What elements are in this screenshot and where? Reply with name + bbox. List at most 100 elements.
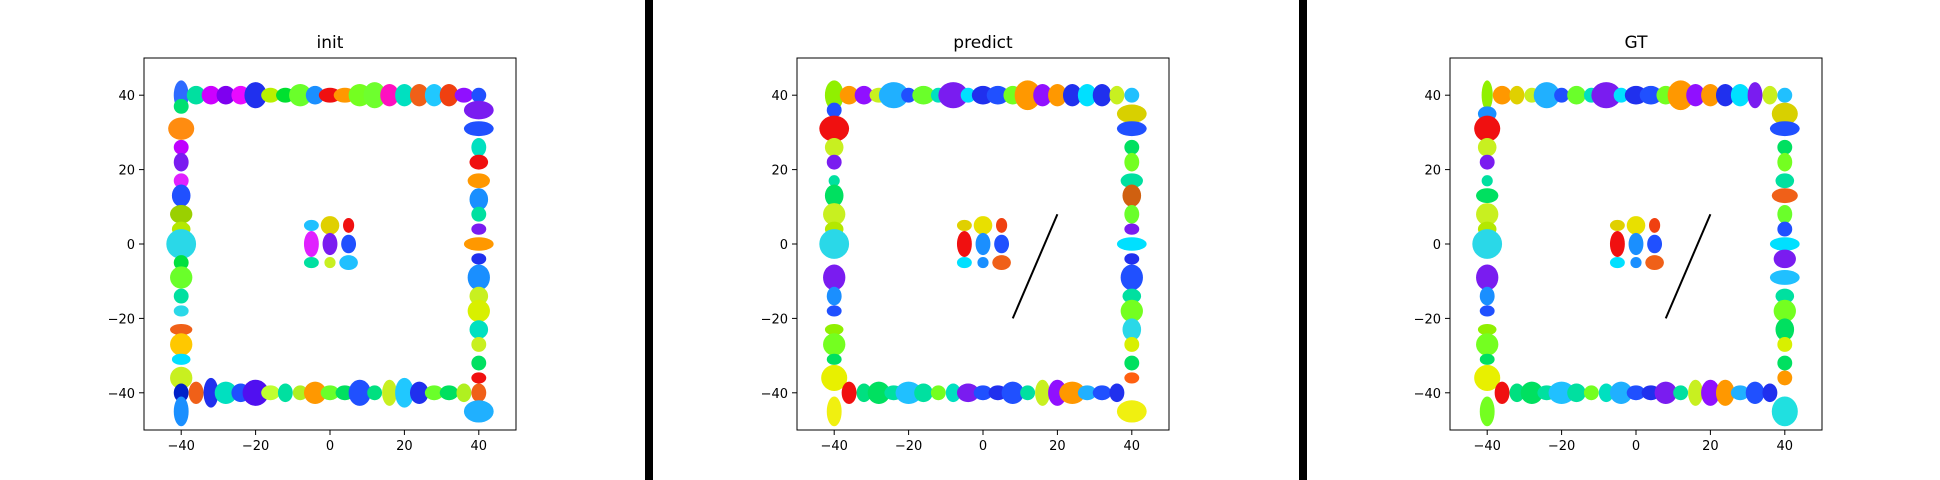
scatter-point-1 — [839, 85, 859, 105]
scatter-point-44 — [1583, 385, 1599, 401]
scatter-point-52 — [367, 385, 383, 401]
separator-bar-2 — [1299, 0, 1307, 480]
scatter-point-42 — [1548, 381, 1575, 404]
scatter-points — [166, 80, 494, 427]
scatter-point-82 — [1630, 257, 1642, 269]
scatter-point-13 — [363, 82, 386, 109]
y-tick-label: 0 — [780, 238, 788, 253]
scatter-point-49 — [1654, 381, 1677, 404]
x-tick-label: 20 — [396, 439, 413, 454]
scatter-point-44 — [930, 385, 946, 401]
y-tick-label: −20 — [108, 312, 135, 327]
scatter-point-27 — [1476, 203, 1499, 226]
scatter-point-40 — [188, 381, 204, 404]
scatter-point-53 — [1715, 379, 1735, 406]
scatter-point-39 — [173, 396, 189, 427]
scatter-point-64 — [1777, 221, 1793, 237]
scatter-point-66 — [1773, 249, 1796, 269]
scatter-point-39 — [856, 383, 872, 403]
x-tick-label: −40 — [1473, 439, 1500, 454]
scatter-point-55 — [409, 381, 429, 404]
scatter-point-37 — [1479, 396, 1495, 427]
scatter-point-63 — [469, 154, 489, 170]
scatter-point-80 — [994, 234, 1010, 254]
x-tick-label: −40 — [167, 439, 194, 454]
scatter-point-19 — [454, 87, 474, 103]
scatter-point-45 — [1598, 383, 1614, 403]
scatter-point-65 — [469, 188, 489, 211]
scatter-point-47 — [292, 385, 308, 401]
scatter-point-25 — [828, 175, 840, 187]
scatter-point-23 — [1477, 137, 1497, 157]
scatter-point-50 — [1673, 385, 1689, 401]
scatter-point-68 — [1122, 288, 1142, 304]
scatter-point-15 — [1048, 84, 1067, 107]
scatter-point-86 — [339, 255, 358, 271]
scatter-point-56 — [1109, 383, 1125, 403]
scatter-point-13 — [1014, 80, 1041, 111]
scatter-point-75 — [956, 219, 972, 231]
scatter-point-51 — [1035, 379, 1050, 406]
scatter-point-56 — [424, 385, 444, 401]
scatter-point-54 — [395, 377, 414, 408]
scatter-point-9 — [305, 85, 325, 105]
scatter-point-2 — [854, 85, 874, 105]
scatter-point-57 — [439, 385, 459, 401]
scatter-point-79 — [1628, 232, 1644, 256]
scatter-point-29 — [1472, 229, 1503, 259]
scatter-point-74 — [1116, 400, 1147, 423]
panel-init: init −40 −20 0 20 40 40 20 0 −20 −40 — [108, 33, 517, 454]
chart-title: GT — [1625, 33, 1649, 53]
scatter-point-69 — [1120, 299, 1143, 323]
scatter-point-11 — [986, 85, 1010, 105]
scatter-point-18 — [1747, 82, 1763, 109]
scatter-point-2 — [1509, 85, 1525, 105]
scatter-point-75 — [471, 355, 487, 371]
scatter-point-77 — [1649, 217, 1661, 233]
scatter-point-59 — [1777, 139, 1793, 155]
scatter-point-0 — [1481, 80, 1493, 111]
scatter-point-61 — [463, 121, 494, 137]
scatter-point-9 — [960, 87, 976, 103]
scatter-point-72 — [1777, 355, 1793, 371]
scatter-point-64 — [467, 173, 490, 189]
scatter-point-1 — [1492, 85, 1512, 105]
y-tick-label: −20 — [1414, 312, 1441, 327]
scatter-point-69 — [471, 253, 487, 265]
scatter-point-63 — [1777, 204, 1793, 224]
scatter-point-62 — [1771, 188, 1798, 204]
scatter-point-69 — [1773, 299, 1796, 323]
scatter-point-3 — [216, 85, 236, 105]
scatter-point-29 — [819, 229, 850, 259]
scatter-point-9 — [1613, 87, 1629, 103]
scatter-point-26 — [1476, 188, 1499, 204]
y-tick-label: 40 — [118, 89, 135, 104]
scatter-point-80 — [1647, 234, 1663, 254]
y-tick-label: 40 — [1424, 89, 1441, 104]
scatter-point-22 — [819, 115, 850, 142]
scatter-point-5 — [1554, 87, 1570, 103]
scatter-point-6 — [261, 87, 280, 103]
scatter-point-65 — [1116, 237, 1147, 251]
scatter-point-55 — [1745, 381, 1765, 404]
scatter-point-38 — [841, 381, 857, 404]
scatter-point-36 — [171, 353, 191, 365]
scatter-point-53 — [382, 379, 397, 406]
scatter-point-23 — [824, 137, 844, 157]
scatter-point-66 — [1124, 253, 1140, 265]
scatter-point-38 — [173, 383, 189, 403]
scatter-point-54 — [1077, 385, 1097, 401]
scatter-point-53 — [1059, 381, 1086, 404]
scatter-point-73 — [469, 320, 489, 339]
x-tick-label: 20 — [1049, 439, 1066, 454]
trajectory-line — [1664, 213, 1712, 319]
scatter-point-72 — [1124, 355, 1140, 371]
scatter-point-4 — [878, 82, 909, 109]
scatter-points — [1472, 80, 1800, 427]
scatter-point-46 — [956, 383, 980, 403]
scatter-point-49 — [320, 385, 340, 401]
scatter-point-77 — [996, 217, 1008, 233]
scatter-point-80 — [343, 217, 355, 233]
scatter-point-81 — [956, 257, 972, 269]
scatter-point-61 — [1775, 173, 1795, 189]
